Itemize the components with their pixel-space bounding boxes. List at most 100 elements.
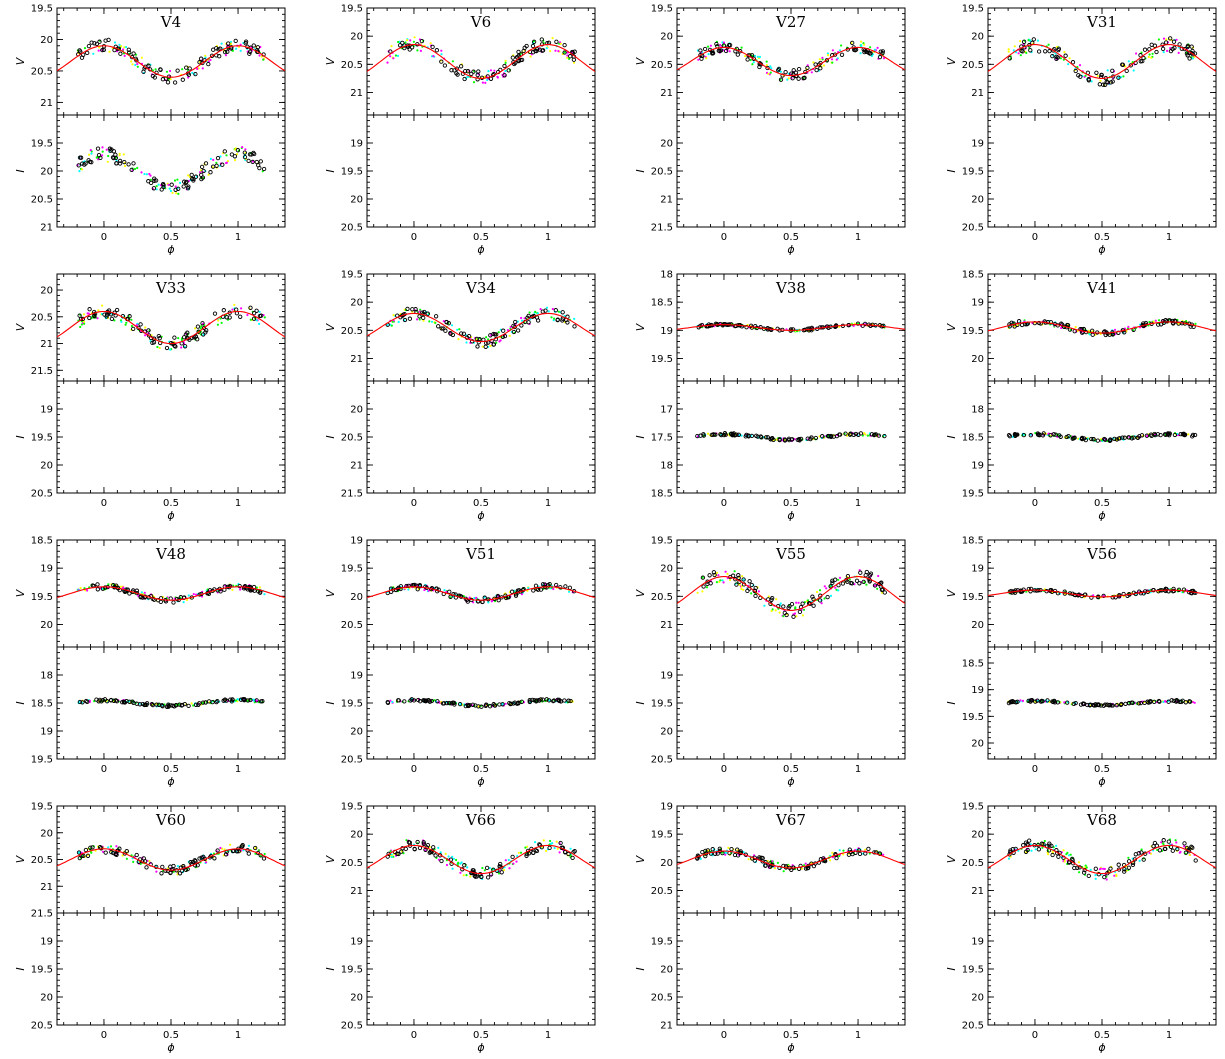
data-point xyxy=(775,438,778,441)
data-point xyxy=(77,155,83,160)
data-point xyxy=(782,438,788,443)
data-point xyxy=(146,328,151,333)
data-point xyxy=(859,52,862,55)
data-point xyxy=(229,152,235,157)
data-point xyxy=(182,344,188,349)
data-point xyxy=(187,594,190,597)
data-point xyxy=(127,591,132,596)
data-point xyxy=(251,316,257,321)
data-point xyxy=(114,307,120,313)
data-point xyxy=(1168,36,1173,41)
x-tick-label: 0.5 xyxy=(473,232,489,243)
data-point xyxy=(418,318,421,321)
data-point xyxy=(158,67,163,72)
data-point xyxy=(1163,40,1169,45)
data-point xyxy=(758,55,762,59)
x-tick-label: 0.5 xyxy=(473,498,489,509)
data-point xyxy=(880,49,886,54)
data-point xyxy=(1059,57,1062,60)
data-point xyxy=(113,319,116,322)
data-point xyxy=(235,47,238,50)
panel-title: V51 xyxy=(465,545,496,563)
data-point xyxy=(722,41,726,44)
data-point xyxy=(502,63,507,69)
data-point xyxy=(405,39,409,42)
x-axis-label: ϕ xyxy=(167,509,174,522)
data-point xyxy=(136,65,139,68)
data-point xyxy=(706,432,710,435)
data-point xyxy=(1096,74,1099,77)
data-point xyxy=(233,303,236,306)
data-point xyxy=(696,325,701,330)
y-axis-label: I xyxy=(945,435,958,438)
data-point xyxy=(441,326,446,331)
data-point xyxy=(1078,64,1082,67)
data-point xyxy=(432,55,435,58)
data-point xyxy=(528,311,531,314)
data-point xyxy=(225,154,228,157)
data-point xyxy=(878,49,883,54)
data-point xyxy=(144,334,147,337)
data-point xyxy=(573,317,576,320)
data-point xyxy=(698,48,703,53)
data-point xyxy=(86,43,92,49)
data-point xyxy=(76,163,81,168)
data-point xyxy=(206,61,211,67)
data-point xyxy=(89,149,92,152)
data-point xyxy=(391,320,394,323)
data-point xyxy=(181,184,186,189)
x-tick-label: 1 xyxy=(1166,232,1172,243)
data-point xyxy=(733,570,736,573)
data-point xyxy=(1165,38,1168,41)
data-point xyxy=(465,341,468,344)
data-point xyxy=(796,76,801,81)
data-point xyxy=(136,325,141,331)
data-point xyxy=(191,71,194,74)
data-point xyxy=(732,433,737,438)
y-tick-label: 19 xyxy=(971,298,984,309)
data-point xyxy=(855,321,861,326)
data-point xyxy=(410,307,415,312)
data-point xyxy=(699,322,705,328)
data-point xyxy=(498,340,501,343)
y-tick-label: 21 xyxy=(660,620,673,631)
data-point xyxy=(539,308,542,311)
y-tick-label: 20 xyxy=(40,167,53,178)
data-point xyxy=(440,53,443,56)
data-point xyxy=(834,586,837,589)
panel-v27-i: 20 20.5 21 21.5 0 0.5 1 Iϕ xyxy=(634,114,906,256)
data-point xyxy=(504,69,507,73)
data-point xyxy=(171,600,176,605)
data-point xyxy=(450,324,454,327)
data-point xyxy=(776,68,781,73)
y-axis-label: V xyxy=(634,56,647,65)
data-point xyxy=(96,317,99,320)
data-point xyxy=(235,153,239,156)
data-point xyxy=(440,49,443,52)
data-point xyxy=(216,323,219,326)
data-point xyxy=(557,310,560,313)
data-point xyxy=(191,178,196,183)
data-point xyxy=(169,189,172,193)
x-tick-label: 1 xyxy=(235,764,241,775)
data-point xyxy=(149,174,152,177)
data-point xyxy=(417,314,422,319)
data-point xyxy=(199,327,202,330)
x-axis-label: ϕ xyxy=(477,243,484,256)
data-point xyxy=(107,154,110,158)
panel-v48-i: 18 18.5 19 19.5 0 0.5 1 Iϕ xyxy=(14,646,286,788)
data-point xyxy=(1124,68,1129,74)
data-point xyxy=(1147,55,1150,59)
data-point xyxy=(736,432,741,437)
data-point xyxy=(718,432,723,437)
data-point xyxy=(136,166,139,170)
data-point xyxy=(199,172,204,178)
data-point xyxy=(258,586,261,589)
data-point xyxy=(486,78,489,82)
data-point xyxy=(180,77,185,82)
data-point xyxy=(1135,52,1138,55)
data-point xyxy=(155,188,158,191)
data-point xyxy=(133,167,137,171)
data-point xyxy=(407,316,413,321)
data-point xyxy=(87,315,92,321)
